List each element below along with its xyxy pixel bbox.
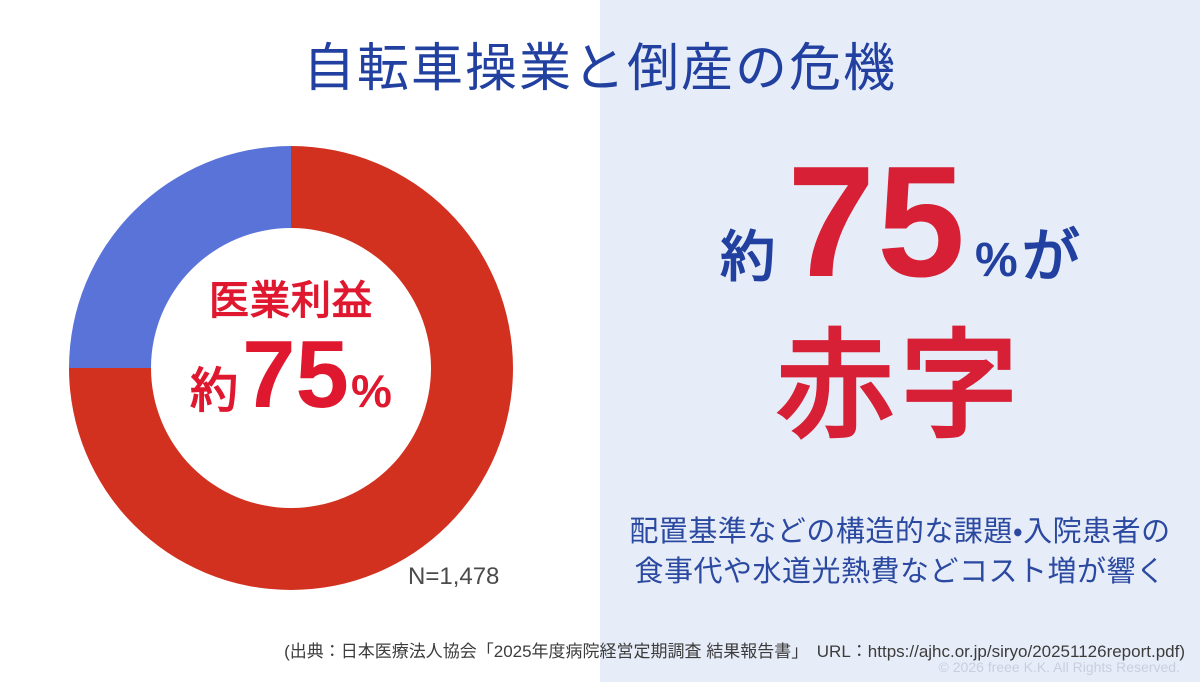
stat-number: 75 [787,134,968,310]
right-panel: 約 75 % が 赤字 配置基準などの構造的な課題・入院患者の 食事代や水道光熱… [600,0,1200,682]
deficit-word: 赤字 [775,321,1024,453]
source-citation: (出典：日本医療法人協会「2025年度病院経営定期調査 結果報告書」 URL：h… [284,642,1185,661]
stat-percent-sign: % [975,234,1018,287]
donut-chart: 医業利益 約 75 % [69,146,513,590]
center-value-number: 75 [242,321,349,428]
copyright-notice: © 2026 freee K.K. All Rights Reserved. [938,659,1180,675]
sample-size-label: N=1,478 [408,563,500,590]
donut-center-value: 約 75 % [190,321,392,428]
donut-center-label: 医業利益 [209,279,373,323]
donut-hole: 医業利益 約 75 % [151,228,431,508]
center-value-prefix: 約 [190,365,239,418]
right-panel-background [600,0,1200,682]
stat-particle: が [1021,224,1080,289]
description-line-2: 食事代や水道光熱費などコスト増が響く [634,556,1166,588]
page-title: 自転車操業と倒産の危機 [302,40,897,98]
description-text: 配置基準などの構造的な課題・入院患者の 食事代や水道光熱費などコスト増が響く [610,512,1190,592]
description-line-1: 配置基準などの構造的な課題・入院患者の [629,516,1171,548]
stat-line: 約 75 % が [600,134,1200,310]
center-value-unit: % [350,365,392,417]
stat-prefix: 約 [720,226,776,288]
